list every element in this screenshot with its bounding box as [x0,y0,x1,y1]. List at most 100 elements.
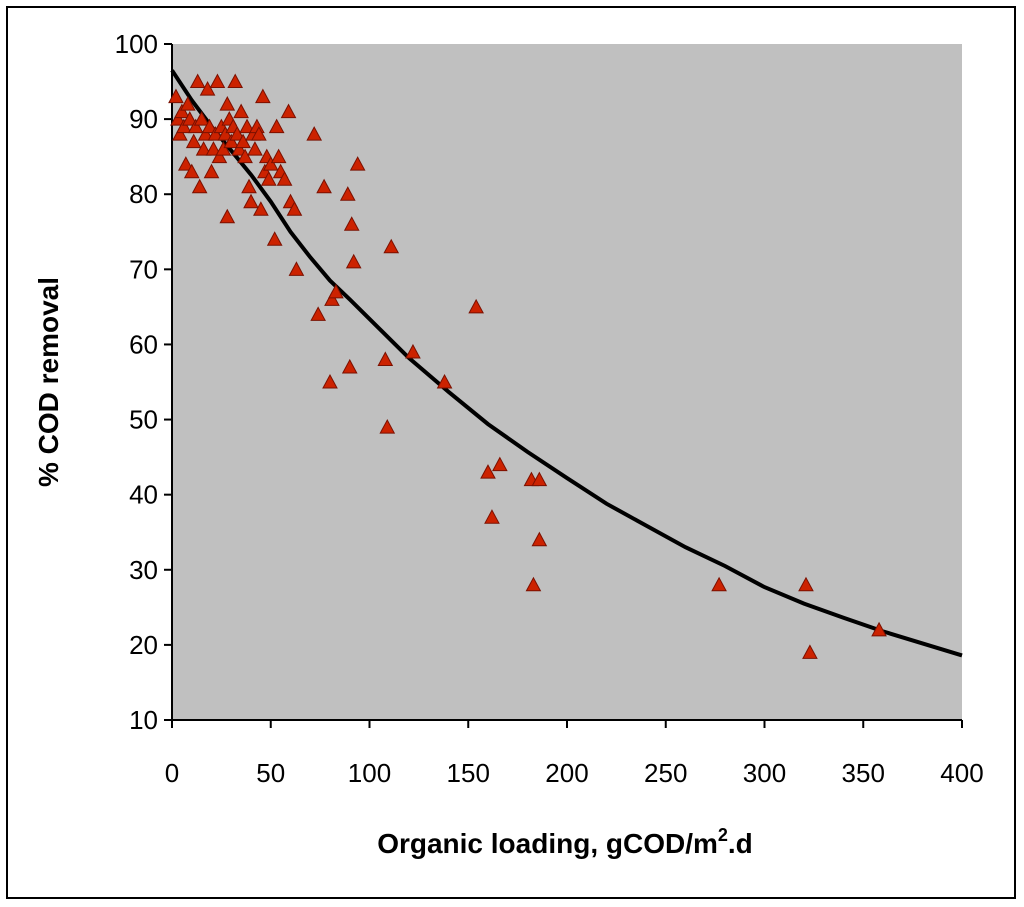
data-point [168,88,184,104]
data-points [168,73,887,659]
x-tick-label: 250 [644,758,687,788]
data-point [172,126,188,141]
data-point [288,261,305,276]
data-point [339,186,356,201]
data-point [484,509,500,524]
data-point [341,358,358,374]
data-point [255,88,271,104]
x-tick-label: 400 [940,758,983,788]
data-point [197,126,214,141]
data-point [189,73,206,89]
x-tick-label: 0 [165,758,179,788]
data-point [241,178,257,194]
data-point [343,216,360,231]
data-point [174,103,190,119]
y-axis-title: % COD removal [33,277,64,487]
data-point [531,471,548,487]
y-tick-label: 90 [129,104,158,134]
y-axis: 10 20 30 40 50 60 70 80 90 100 [115,29,173,735]
data-point [193,111,210,126]
data-point [480,464,496,479]
data-point [201,118,218,134]
data-point [253,201,269,216]
data-point [209,73,226,89]
data-point [405,343,421,359]
data-point [207,126,224,141]
data-point [468,298,484,314]
data-point [215,141,232,156]
data-point [223,133,240,149]
data-point [219,96,236,111]
data-point [211,148,228,164]
data-point [349,156,366,171]
data-point [377,351,394,366]
data-point [531,531,548,547]
data-point [324,291,340,306]
data-point [798,576,814,592]
data-point [237,148,253,164]
plot-area [172,44,962,720]
data-point [179,96,196,111]
data-point [239,118,255,134]
y-tick-label: 10 [129,705,158,735]
data-point [492,456,508,472]
data-point [276,171,293,186]
x-axis-title: Organic loading, gCOD/m2.d [377,825,753,859]
data-point [310,306,326,321]
x-tick-label: 200 [545,758,588,788]
data-point [231,141,247,156]
x-axis: 0 50 100 150 200 250 300 350 400 [165,719,984,788]
data-point [219,208,236,224]
data-point [227,73,244,89]
data-point [383,238,400,254]
data-point [177,156,194,171]
data-point [711,576,727,592]
data-point [436,373,453,389]
y-tick-label: 40 [129,480,158,510]
y-tick-label: 80 [129,179,158,209]
data-point [195,141,212,156]
data-point [233,103,249,119]
data-point [316,178,332,194]
data-point [235,133,251,149]
data-point [247,141,263,156]
data-point [260,171,277,186]
data-point [802,644,818,659]
data-point [243,193,259,209]
data-point [328,283,344,299]
y-tick-label: 50 [129,405,158,435]
x-tick-label: 100 [348,758,391,788]
data-point [262,156,279,171]
data-point [871,621,887,637]
y-tick-label: 30 [129,555,158,585]
y-tick-label: 20 [129,630,158,660]
data-point [229,126,246,141]
data-point [280,103,297,119]
data-point [251,126,267,141]
data-point [270,148,287,164]
data-point [379,419,396,434]
data-point [199,81,216,96]
data-point [205,141,222,156]
data-point [345,253,362,269]
x-tick-label: 300 [743,758,786,788]
data-point [217,126,234,141]
data-point [286,201,303,216]
y-tick-label: 100 [115,29,158,59]
x-tick-label: 50 [256,758,285,788]
data-point [191,178,208,194]
data-point [266,231,283,246]
data-point [268,118,285,134]
y-tick-label: 70 [129,254,158,284]
data-point [185,133,202,149]
data-point [170,111,186,126]
data-point [322,373,338,389]
data-point [187,118,204,134]
data-point [181,111,198,126]
data-point [306,126,323,141]
data-point [183,163,200,179]
data-point [525,576,542,592]
x-tick-label: 150 [447,758,490,788]
x-tick-label: 350 [842,758,885,788]
